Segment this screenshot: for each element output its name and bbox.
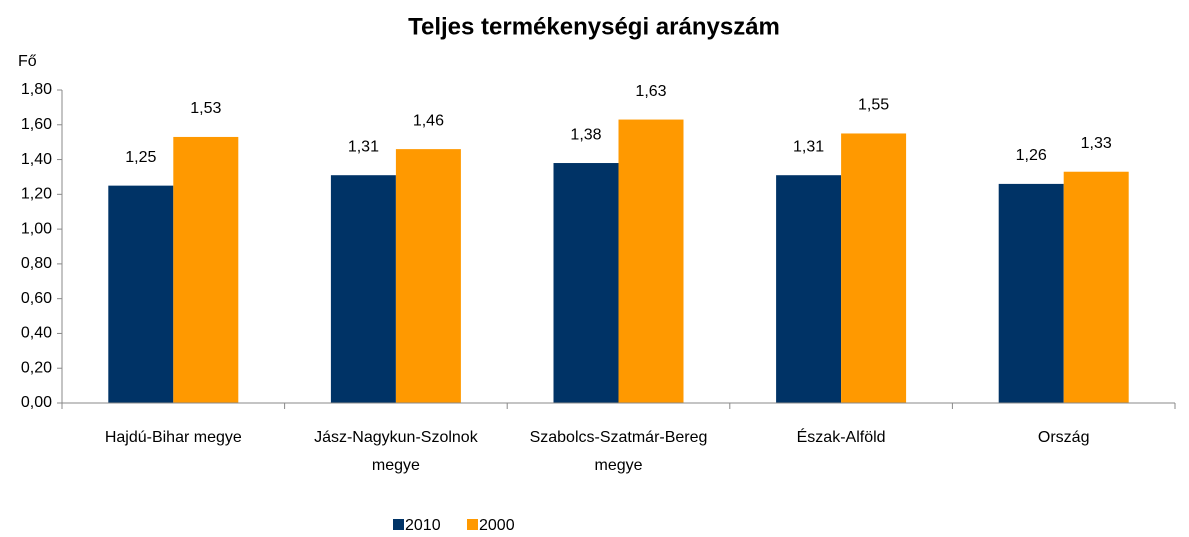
legend-label: 2000 (479, 517, 515, 534)
x-tick-label: Észak-Alföld (796, 429, 886, 446)
y-axis-label: Fő (18, 53, 37, 70)
y-tick-label: 1,80 (21, 81, 52, 98)
data-label: 1,31 (793, 138, 824, 155)
y-tick-label: 0,20 (21, 359, 52, 376)
x-tick-label: Hajdú-Bihar megye (104, 429, 242, 446)
legend-swatch (467, 519, 478, 530)
y-tick-label: 0,00 (21, 394, 52, 411)
bar (618, 119, 684, 404)
chart-title: Teljes termékenységi arányszám (408, 13, 780, 40)
x-tick-label: Szabolcs-Szatmár-Bereg megye (529, 429, 708, 474)
bar (1063, 171, 1129, 403)
x-tick-label: Ország (1037, 429, 1090, 446)
y-tick-label: 1,40 (21, 151, 52, 168)
data-label: 1,26 (1016, 147, 1047, 164)
bar (553, 163, 619, 403)
y-tick-label: 0,60 (21, 290, 52, 307)
bar (108, 185, 174, 403)
data-label: 1,25 (125, 149, 156, 166)
data-label: 1,53 (190, 100, 221, 117)
data-label: 1,33 (1081, 135, 1112, 152)
x-tick-label: Jász-Nagykun-Szolnok megye (314, 429, 478, 474)
y-tick-label: 1,20 (21, 186, 52, 203)
bar (395, 149, 461, 403)
bar (173, 136, 239, 403)
bar (998, 183, 1064, 403)
bar (841, 133, 907, 403)
y-tick-label: 0,40 (21, 325, 52, 342)
bar (330, 175, 396, 403)
y-tick-label: 0,80 (21, 255, 52, 272)
legend-label: 2010 (405, 517, 441, 534)
bar (776, 175, 842, 403)
data-label: 1,55 (858, 97, 889, 114)
data-label: 1,63 (635, 83, 666, 100)
data-label: 1,38 (570, 126, 601, 143)
legend-swatch (393, 519, 404, 530)
data-label: 1,31 (348, 138, 379, 155)
data-label: 1,46 (413, 112, 444, 129)
y-tick-label: 1,60 (21, 116, 52, 133)
y-tick-label: 1,00 (21, 220, 52, 237)
